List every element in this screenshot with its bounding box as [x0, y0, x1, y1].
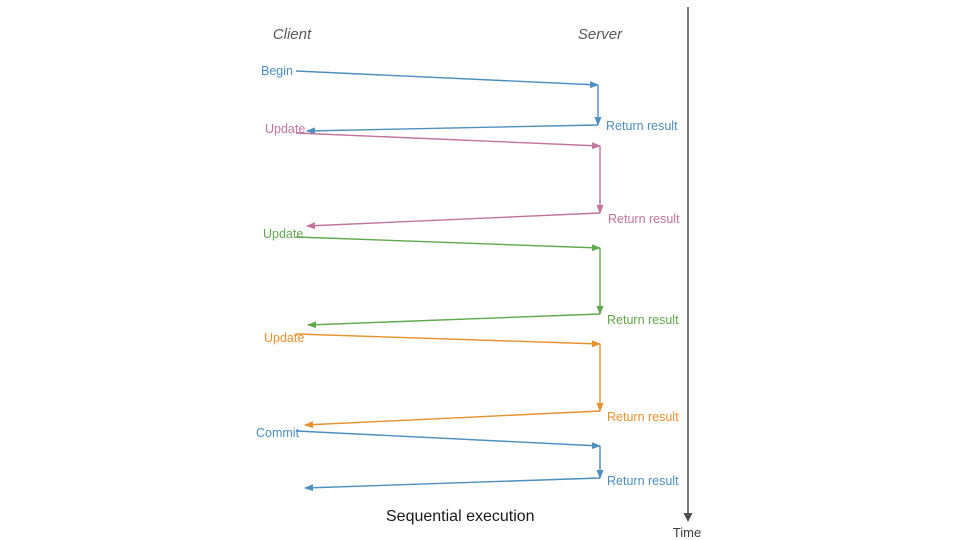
- lane-label-client: Client: [273, 26, 312, 43]
- diagram-caption: Sequential execution: [386, 508, 535, 525]
- exchange-update-2-response-arrow: [307, 313, 601, 329]
- time-axis-label: Time: [673, 525, 701, 540]
- exchange-commit-request-arrow: [295, 430, 601, 450]
- exchange-begin-response-arrow: [306, 124, 599, 135]
- time-axis-arrowhead: [683, 513, 693, 522]
- exchange-commit: Commit Return result: [256, 426, 679, 492]
- exchange-begin-request-label: Begin: [261, 64, 293, 78]
- exchange-update-2: Update Return result: [263, 227, 679, 329]
- exchange-begin-response-label: Return result: [606, 119, 678, 133]
- exchange-update-1-request-arrow: [295, 132, 601, 150]
- exchange-update-3: Update Return result: [264, 331, 679, 429]
- exchange-update-1: Update Return result: [265, 122, 680, 230]
- exchange-begin: Begin Return result: [261, 64, 678, 135]
- exchange-begin-request-arrow: [295, 70, 599, 89]
- exchange-update-2-request-label: Update: [263, 227, 303, 241]
- exchange-update-3-request-label: Update: [264, 331, 304, 345]
- exchange-update-2-request-arrow: [295, 236, 601, 252]
- exchange-update-1-request-label: Update: [265, 122, 305, 136]
- exchange-commit-response-arrow: [304, 477, 601, 492]
- lane-label-server: Server: [578, 26, 623, 43]
- exchange-commit-request-label: Commit: [256, 426, 300, 440]
- exchange-commit-response-label: Return result: [607, 474, 679, 488]
- exchange-update-3-request-arrow: [295, 333, 601, 348]
- exchange-update-2-response-label: Return result: [607, 313, 679, 327]
- time-axis: Time: [673, 7, 701, 540]
- exchange-update-1-response-arrow: [306, 212, 601, 230]
- lane-header-group: Client Server: [273, 26, 623, 43]
- exchange-update-1-response-label: Return result: [608, 212, 680, 226]
- exchange-update-3-response-arrow: [304, 410, 601, 429]
- exchange-update-3-response-label: Return result: [607, 410, 679, 424]
